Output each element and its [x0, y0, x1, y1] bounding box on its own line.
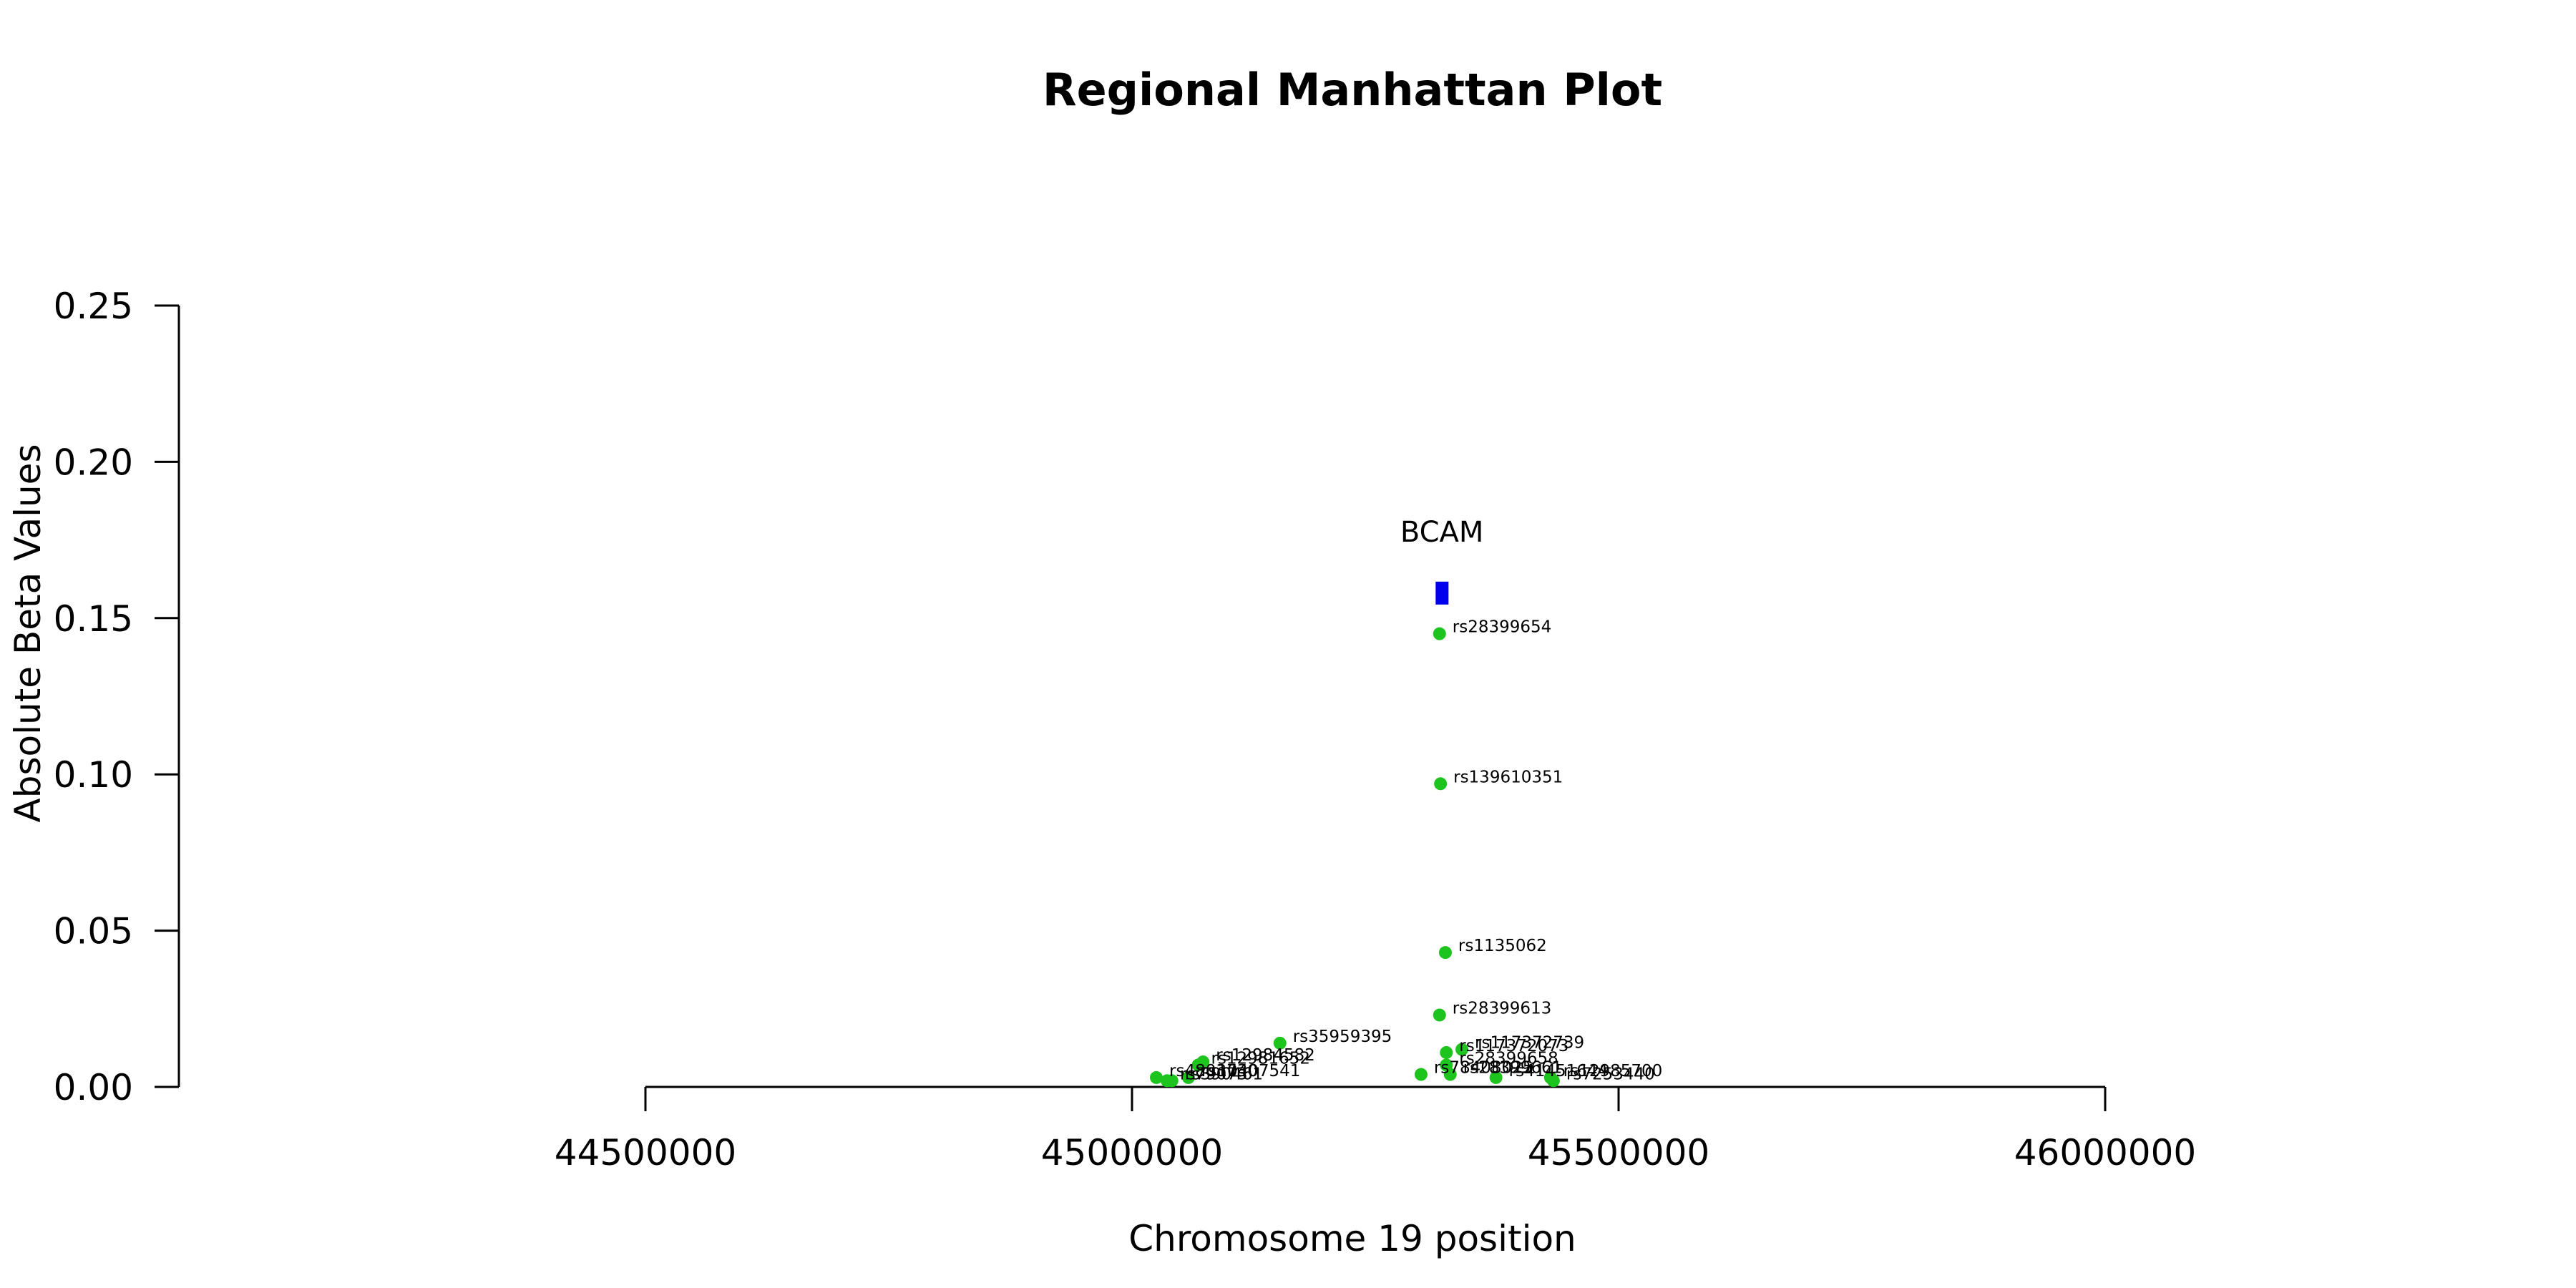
y-tick-label: 0.25 [54, 286, 133, 327]
snp-label: rs4803730 [1169, 1062, 1258, 1080]
y-tick-label: 0.20 [54, 441, 133, 483]
x-tick-label: 44500000 [555, 1132, 737, 1174]
snp-point [1433, 627, 1446, 640]
snp-point [1546, 1074, 1560, 1088]
snp-label: rs41451644 [1509, 1062, 1609, 1080]
y-tick-label: 0.00 [54, 1067, 133, 1108]
snp-label: rs28399613 [1453, 1000, 1552, 1018]
snp-point [1414, 1068, 1428, 1081]
y-tick-label: 0.05 [54, 911, 133, 952]
y-axis-label: Absolute Beta Values [7, 444, 49, 823]
snp-point [1438, 946, 1452, 960]
snp-point [1434, 777, 1448, 791]
snp-points [1150, 627, 1560, 1088]
snp-label: rs12981652 [1211, 1049, 1310, 1068]
x-axis-ticks: 44500000 45000000 45500000 46000000 [555, 1087, 2197, 1174]
snp-point [1165, 1074, 1179, 1088]
snp-point [1489, 1070, 1503, 1084]
snp-label: rs10407541 [1201, 1062, 1301, 1080]
snp-label: rs1135062 [1458, 937, 1547, 955]
y-tick-label: 0.15 [54, 598, 133, 640]
x-tick-label: 46000000 [2014, 1132, 2197, 1174]
snp-point [1455, 1043, 1469, 1056]
snp-point [1273, 1036, 1287, 1050]
x-tick-label: 45000000 [1041, 1132, 1224, 1174]
snp-point [1433, 1008, 1446, 1022]
snp-point [1181, 1070, 1195, 1084]
snp-label: rs28399661 [1463, 1059, 1563, 1078]
snp-label: rs12985700 [1563, 1062, 1663, 1080]
gene-label: BCAM [1400, 516, 1484, 549]
chart-title: Regional Manhattan Plot [1043, 64, 1662, 116]
snp-point [1443, 1068, 1457, 1081]
snp-label: rs117372739 [1475, 1034, 1584, 1053]
snp-label: rs117372073 [1459, 1037, 1568, 1055]
snp-label: rs78408025 [1434, 1059, 1533, 1078]
y-tick-label: 0.10 [54, 754, 133, 796]
snp-labels: rs28399654 rs139610351 rs1135062 rs28399613… [1169, 618, 1662, 1084]
snp-label: rs35959395 [1293, 1028, 1392, 1046]
snp-label: rs7253440 [1566, 1065, 1655, 1083]
snp-label: rs79073 [1180, 1065, 1248, 1083]
snp-label: rs28399654 [1453, 618, 1552, 637]
snp-label: rs139610351 [1453, 768, 1563, 786]
x-axis-label: Chromosome 19 position [1128, 1218, 1576, 1259]
snp-label: rs390461 [1185, 1065, 1263, 1083]
snp-point [1440, 1045, 1453, 1059]
x-tick-label: 45500000 [1528, 1132, 1710, 1174]
snp-label: rs12984582 [1216, 1046, 1315, 1065]
snp-point [1150, 1070, 1163, 1084]
snp-label: rs28399658 [1459, 1049, 1558, 1068]
y-axis-ticks: 0.00 0.05 0.10 0.15 0.20 0.25 [54, 286, 179, 1108]
snp-point [1191, 1058, 1205, 1072]
gene-track: BCAM [1400, 516, 1484, 605]
gene-bar-bcam [1435, 581, 1449, 605]
